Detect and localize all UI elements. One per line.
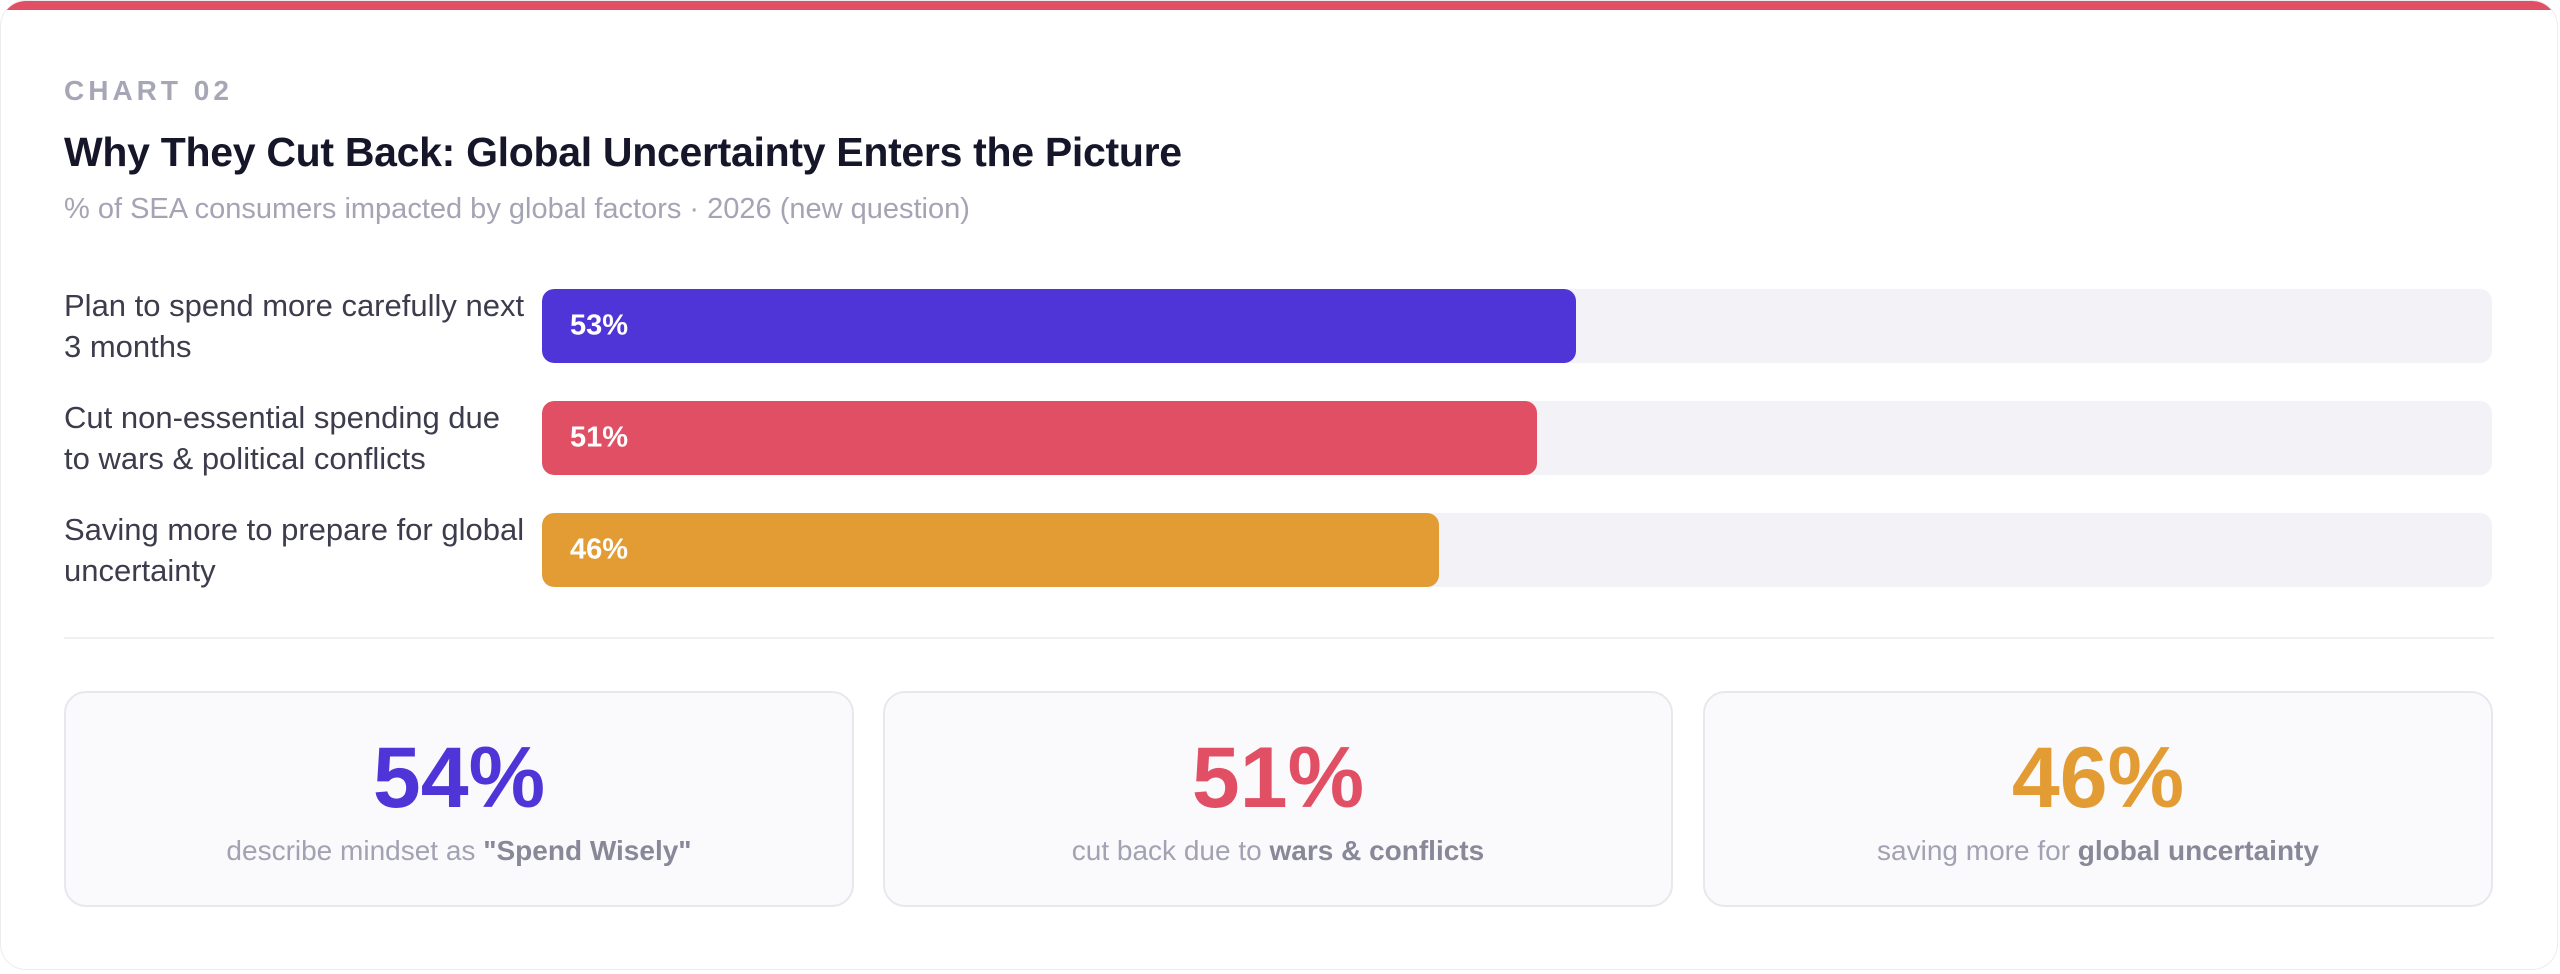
bar-track: 46% — [542, 513, 2492, 587]
stat-caption-emphasis: global uncertainty — [2077, 835, 2319, 866]
stat-caption-text: saving more for — [1877, 835, 2078, 866]
stat-card-global-uncertainty: 46% saving more for global uncertainty — [1703, 691, 2493, 907]
stat-value: 46% — [2011, 730, 2185, 826]
stat-value: 51% — [1191, 730, 1365, 826]
accent-top-bar — [1, 1, 2557, 10]
bar-value-label: 51% — [570, 421, 629, 454]
bar-row-cut-spending: Cut non-essential spending due to wars &… — [64, 400, 2494, 476]
bar-fill: 51% — [542, 401, 1537, 475]
bar-fill: 46% — [542, 513, 1439, 587]
chart-eyebrow: CHART 02 — [64, 75, 233, 106]
bar-track: 51% — [542, 401, 2492, 475]
bar-row-saving-more: Saving more to prepare for global uncert… — [64, 512, 2494, 588]
bar-label: Plan to spend more carefully next 3 mont… — [64, 288, 525, 364]
bar-label: Saving more to prepare for global uncert… — [64, 512, 525, 588]
stat-value: 54% — [372, 730, 546, 826]
stat-caption: describe mindset as "Spend Wisely" — [66, 835, 852, 867]
stat-card-wars-conflicts: 51% cut back due to wars & conflicts — [883, 691, 1673, 907]
stat-caption-emphasis: "Spend Wisely" — [483, 835, 692, 866]
bar-value-label: 46% — [570, 533, 629, 566]
stat-card-spend-wisely: 54% describe mindset as "Spend Wisely" — [64, 691, 854, 907]
chart-title: Why They Cut Back: Global Uncertainty En… — [64, 129, 1182, 175]
bar-value-label: 53% — [570, 309, 629, 342]
stat-caption-text: describe mindset as — [226, 835, 484, 866]
stat-caption-text: cut back due to — [1071, 835, 1270, 866]
bar-label: Cut non-essential spending due to wars &… — [64, 400, 501, 476]
bar-fill: 53% — [542, 289, 1576, 363]
stat-caption-emphasis: wars & conflicts — [1269, 835, 1485, 866]
chart-subtitle: % of SEA consumers impacted by global fa… — [64, 193, 970, 225]
stat-caption: saving more for global uncertainty — [1705, 835, 2491, 867]
bar-row-spend-carefully: Plan to spend more carefully next 3 mont… — [64, 288, 2494, 364]
bar-track: 53% — [542, 289, 2492, 363]
stat-caption: cut back due to wars & conflicts — [885, 835, 1671, 867]
section-divider — [64, 637, 2494, 639]
